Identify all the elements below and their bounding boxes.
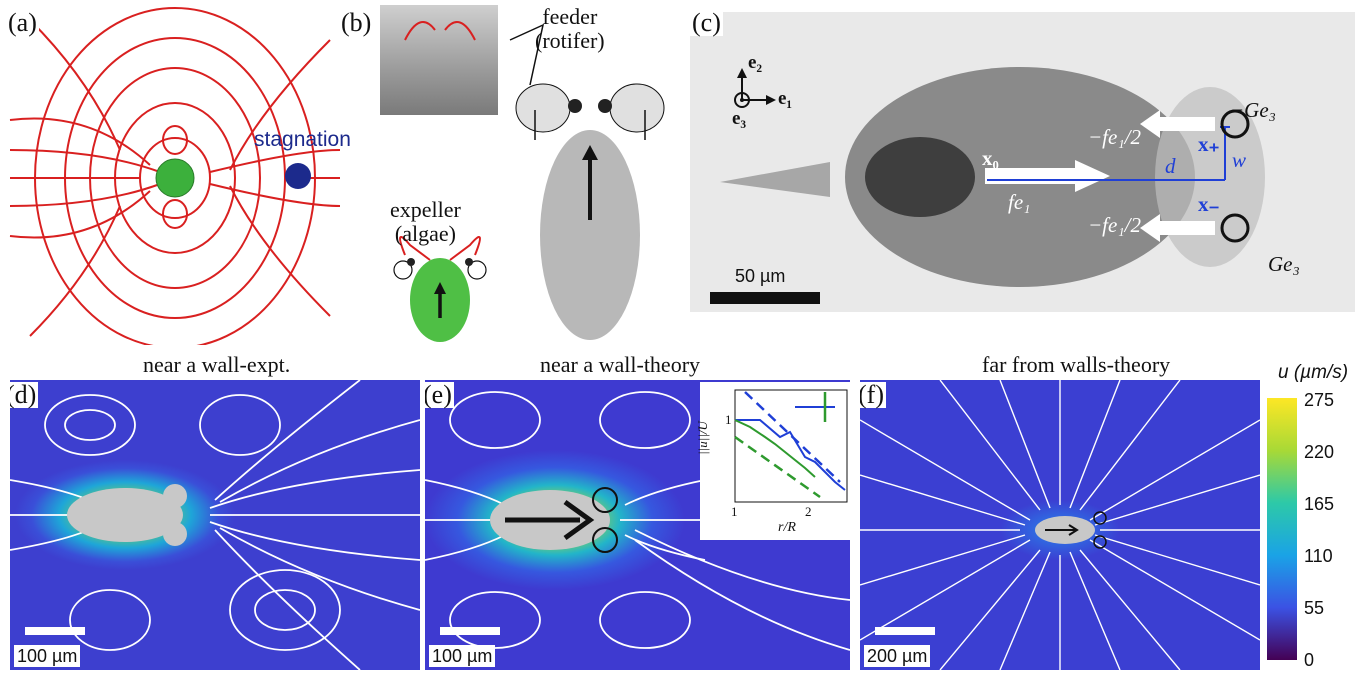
expeller-line2: (algae) (394, 221, 456, 246)
torque-bottom-label: Ge₃ (1268, 252, 1300, 276)
inset-xtick-1: 1 (731, 504, 738, 519)
panel-c-overlay (710, 68, 1250, 304)
x0-label: x₀ (982, 146, 999, 170)
axis-e3-label: e₃ (732, 108, 747, 129)
panel-c: (c) e₂ e₁ e₃ −fe₁/2 −fe₁/2 −Ge₃ Ge₃ x₀ f… (690, 0, 1370, 345)
panel-e-label: (e) (425, 382, 454, 408)
panel-e-streamlines (425, 391, 850, 651)
panel-b-label: (b) (339, 8, 374, 37)
panel-b: (b) feeder (rotifer) expeller (algae) (335, 0, 680, 345)
colorbar-tick-55: 55 (1304, 598, 1325, 618)
colorbar-tick-275: 275 (1304, 390, 1335, 410)
feeder-label: feeder (rotifer) (535, 5, 605, 53)
inset-xlabel: r/R (778, 520, 796, 535)
panel-e: (e) 100 µm ||u||/U r/R 1 2 1 (425, 380, 850, 670)
panel-c-label: (c) (690, 8, 723, 37)
colorbar-tick-220: 220 (1304, 442, 1335, 462)
torque-top-label: −Ge₃ (1230, 98, 1276, 122)
panel-b-schematic (393, 21, 665, 342)
colorbar-title: u (µm/s) (1278, 362, 1349, 383)
colorbar-tick-165: 165 (1304, 494, 1335, 514)
feeder-line1: feeder (542, 4, 598, 29)
panel-d-scale-label: 100 µm (14, 645, 81, 667)
axis-e1-label: e₁ (778, 88, 793, 109)
panel-e-inset: ||u||/U r/R 1 2 1 (695, 382, 850, 540)
inset-ytick-1: 1 (725, 412, 732, 427)
inset-plot (734, 389, 848, 503)
panel-c-scale-label: 50 µm (735, 266, 786, 286)
w-label: w (1232, 148, 1247, 172)
feeder-line2: (rotifer) (535, 28, 605, 53)
panel-d-label: (d) (10, 382, 39, 408)
panel-e-title: near a wall-theory (540, 352, 701, 377)
panel-d-title: near a wall-expt. (143, 352, 291, 377)
rotifer-photo (380, 5, 498, 115)
panel-f-label: (f) (860, 382, 886, 408)
panel-d-streamlines (10, 380, 420, 670)
panel-f-scale-label: 200 µm (864, 645, 931, 667)
expeller-label: expeller (algae) (390, 198, 461, 246)
force-top-label: −fe₁/2 (1088, 125, 1141, 149)
panel-f-streamlines (860, 380, 1260, 670)
axis-e2-label: e₂ (748, 52, 763, 73)
expeller-line1: expeller (390, 197, 461, 222)
panel-a-streamlines (9, 7, 341, 349)
d-label: d (1165, 154, 1176, 178)
micrograph-shapes (720, 67, 1265, 287)
xminus-label: x₋ (1198, 192, 1220, 216)
stagnation-label: stagnation (254, 128, 351, 151)
panel-f: (f) 200 µm (860, 380, 1260, 670)
panel-a-label: (a) (6, 8, 39, 37)
colorbar-tick-0: 0 (1304, 650, 1315, 670)
panel-d: (d) 100 µm (10, 380, 420, 670)
panel-e-scale-label: 100 µm (429, 645, 496, 667)
colorbar (1267, 398, 1297, 660)
xplus-label: x₊ (1198, 132, 1220, 156)
inset-xtick-2: 2 (805, 504, 812, 519)
panel-a: (a) stagnation (0, 0, 351, 349)
panel-f-title: far from walls-theory (982, 352, 1171, 377)
rotifer-micrograph (690, 12, 1355, 312)
force-bottom-label: −fe₁/2 (1088, 213, 1141, 237)
fe1-label: fe₁ (1008, 190, 1031, 214)
inset-ylabel: ||u||/U (694, 421, 710, 455)
colorbar-tick-110: 110 (1304, 546, 1333, 566)
